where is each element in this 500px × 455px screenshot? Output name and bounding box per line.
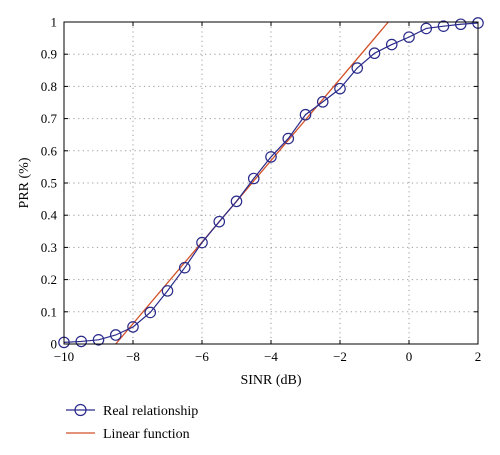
y-tick-label: 0.4 [41, 208, 58, 223]
x-tick-label: −2 [333, 349, 347, 364]
y-tick-label: 0.1 [41, 304, 57, 319]
real-relationship-point [144, 306, 157, 319]
tick-layer: −10 −8 −6 −4 −2 0 2 0 0.1 0.2 0.3 0.4 0.5 0.6 0.7 0.8 0.… [41, 15, 482, 365]
grid [64, 22, 478, 344]
real-relationship-point [196, 236, 208, 249]
real-relationship-point [265, 151, 277, 163]
y-tick-label: 1 [51, 15, 58, 30]
x-tick-label: 2 [475, 349, 482, 364]
y-tick-label: 0.7 [41, 111, 58, 126]
series-layer [58, 17, 484, 349]
real-relationship-point [334, 82, 346, 95]
real-relationship-point [385, 38, 398, 51]
real-relationship-point [92, 334, 105, 346]
real-relationship-point [299, 108, 312, 121]
real-relationship-point [351, 62, 364, 74]
real-relationship-point [454, 18, 467, 31]
real-relationship-point [213, 215, 226, 228]
x-tick-label: −4 [264, 349, 278, 364]
y-axis-title: PRR (%) [17, 157, 32, 208]
real-relationship-point [109, 329, 122, 341]
y-tick-label: 0.2 [41, 272, 57, 287]
x-axis-title: SINR (dB) [240, 373, 301, 388]
real-relationship-line [63, 22, 479, 343]
legend-real-marker [74, 403, 87, 417]
legend: Real relationship Linear function [66, 403, 198, 442]
y-tick-label: 0.8 [41, 79, 57, 94]
x-tick-label: −8 [126, 349, 140, 364]
legend-linear-label: Linear function [103, 427, 190, 442]
real-relationship-point [437, 20, 450, 32]
real-relationship-point [161, 285, 174, 297]
real-relationship-point [75, 335, 88, 348]
x-tick-label: −10 [54, 349, 74, 364]
y-tick-label: 0.3 [41, 240, 57, 255]
real-relationship-point [316, 96, 329, 108]
y-tick-label: 0.5 [41, 176, 57, 191]
real-relationship-point [178, 261, 191, 274]
x-tick-label: 0 [406, 349, 413, 364]
y-tick-label: 0 [51, 337, 58, 352]
real-relationship-point [230, 195, 243, 208]
legend-real-label: Real relationship [103, 404, 198, 419]
real-relationship-point [403, 31, 415, 43]
y-tick-label: 0.6 [41, 143, 58, 158]
x-tick-label: −6 [195, 349, 209, 364]
y-tick-label: 0.9 [41, 47, 57, 62]
real-relationship-point [247, 172, 260, 185]
real-relationship-point [420, 22, 433, 35]
real-relationship-point [368, 47, 381, 60]
real-relationship-point [127, 321, 139, 333]
real-relationship-point [282, 132, 295, 145]
